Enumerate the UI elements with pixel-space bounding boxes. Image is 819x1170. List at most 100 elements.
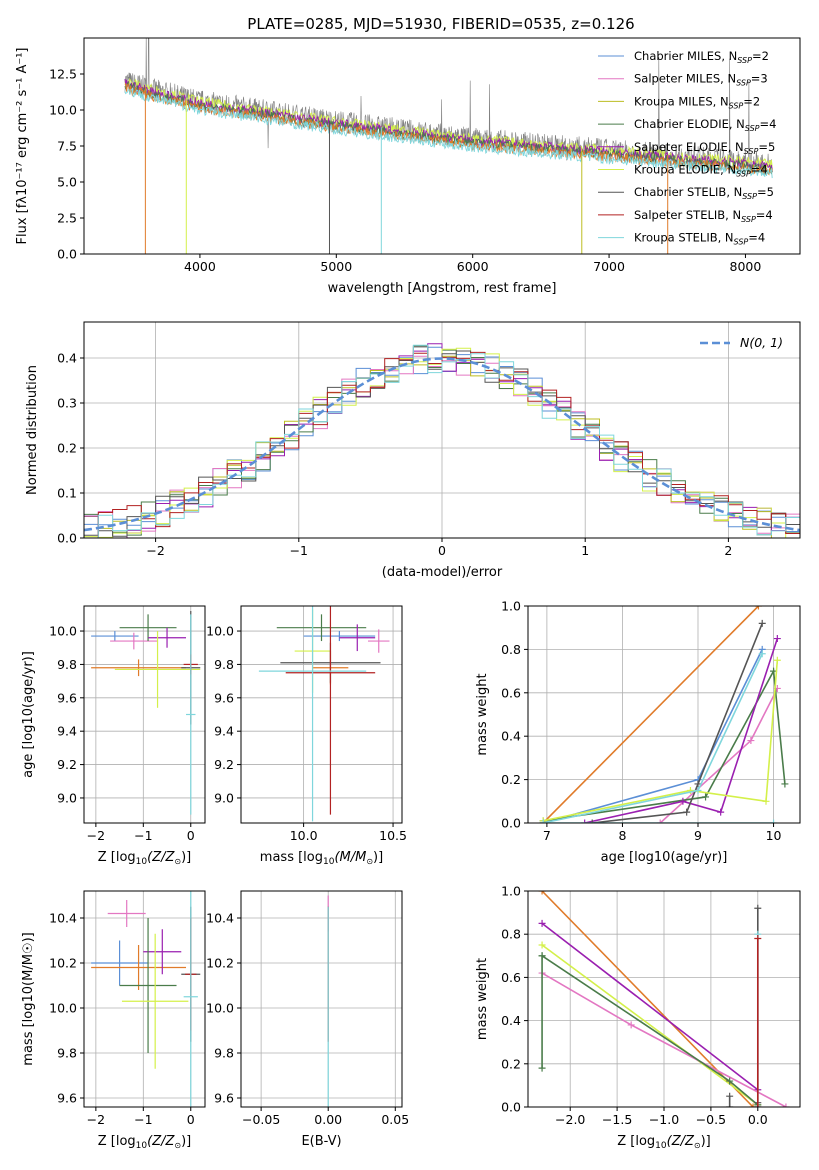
y-tick-label: 0.4 [57,351,77,366]
legend-label: Salpeter STELIB, NSSP=4 [634,208,773,224]
error-point [148,627,187,648]
y-tick-label: 0.2 [57,441,77,456]
histogram-legend: N(0, 1) [700,335,783,350]
plot-area [258,606,390,822]
y-tick-label: 0.6 [501,970,521,985]
series-marker [726,1092,734,1100]
error-point [143,929,182,975]
series-marker [538,919,546,927]
mass-vs-extinction-panel: −0.05 0.00 0.05 9.6 9.8 10.0 10.2 10.4 E(B-V) [206,890,409,1149]
plot-area [91,891,201,1107]
x-tick-label: 0 [438,543,446,558]
y-tick-label: 9.4 [214,724,234,739]
series-marker [754,904,762,912]
y-tick-label: 9.8 [214,657,234,672]
series-line [584,638,779,823]
y-tick-label: 9.0 [57,790,77,805]
x-tick-label: 4000 [184,259,216,274]
x-tick-label: 1 [581,543,589,558]
plot-area [538,891,790,1107]
error-point [91,631,139,642]
y-tick-label: 0.0 [57,531,77,546]
y-tick-label: 10.0 [206,1001,234,1016]
error-point [368,629,390,653]
y-tick-label: 9.6 [57,1091,77,1106]
axes-frame [527,605,801,824]
x-axis-label: age [log10(age/yr)] [601,850,728,865]
plot-area [91,611,201,815]
series-marker [749,1103,757,1107]
plot-area [124,38,773,254]
x-tick-label: 2 [724,543,732,558]
error-point [276,614,367,642]
y-axis-label: mass weight [475,673,490,755]
x-axis-label: mass [log10(M/M⊙)] [260,850,383,867]
legend-label: Salpeter MILES, NSSP=3 [634,72,768,88]
error-point [114,631,201,708]
series-marker [588,819,596,823]
axes-frame [83,890,206,1108]
x-tick-label: −2 [146,543,164,558]
y-axis-label: age [log10(age/yr)] [21,651,36,778]
series-marker [538,1064,546,1072]
legend-label: Chabrier MILES, NSSP=2 [634,49,769,65]
x-tick-label: 8 [618,828,626,843]
mass-weight-vs-age-panel: 7 8 9 10 0.0 0.2 0.4 0.6 0.8 1.0 age [log10(age/yr… [475,599,801,865]
y-tick-label: 10.0 [49,1001,77,1016]
x-tick-label: 7000 [593,259,625,274]
y-axis-label: mass weight [475,958,490,1040]
x-tick-label: −0.5 [696,1112,726,1127]
axes-frame [240,605,403,824]
x-tick-label: 9 [694,828,702,843]
x-tick-label: −0.05 [242,1112,280,1127]
axes-frame [83,605,206,824]
model-spectrum [124,81,773,175]
y-tick-label: 1.0 [501,599,521,614]
series-marker [726,1077,734,1085]
age-vs-mass-panel: 10.0 10.5 9.0 9.2 9.4 9.6 9.8 10.0 mass [log10(M… [206,605,407,867]
y-axis-label: Flux [fλ10⁻¹⁷ erg cm⁻² s⁻¹ A⁻¹] [15,48,30,245]
series-marker [627,1021,635,1029]
x-tick-label: −1 [134,828,152,843]
x-axis-label: Z [log10(Z/Z⊙)] [98,850,192,867]
y-tick-label: 0.1 [57,486,77,501]
y-axis-label: Normed distribution [25,365,40,495]
y-tick-label: 0.0 [57,247,77,262]
series-line [541,922,759,1091]
error-point [110,632,158,650]
y-tick-label: 9.2 [214,757,234,772]
x-axis-label: wavelength [Angstrom, rest frame] [328,281,557,296]
series-marker [754,1103,762,1107]
series-marker [702,793,710,801]
error-point [258,606,367,822]
x-axis-label: (data-model)/error [382,565,503,580]
series-marker [538,952,546,960]
y-tick-label: 10.2 [49,956,77,971]
x-tick-label: −2 [87,1112,105,1127]
x-tick-label: −1 [134,1112,152,1127]
y-tick-label: 1.0 [501,884,521,899]
plot-area [539,606,789,823]
series-marker [679,797,687,805]
series-marker [781,780,789,788]
y-tick-label: 10.0 [49,103,77,118]
series-line [542,660,779,822]
series-marker [656,819,664,823]
y-axis-label: mass [log10(M/M☉)] [21,932,36,1065]
series-marker [683,808,691,816]
age-vs-metallicity-panel: −2 −1 0 9.0 9.2 9.4 9.6 9.8 10.0 Z [log10(Z/Z⊙)] a… [21,605,206,867]
series-marker [758,619,766,627]
series-marker [754,935,762,943]
y-tick-label: 9.8 [57,657,77,672]
y-tick-label: 9.6 [57,690,77,705]
error-point [285,606,376,815]
x-tick-label: 5000 [320,259,352,274]
x-tick-label: 10.0 [290,828,318,843]
series-marker [581,819,589,823]
error-point [91,659,187,677]
series-marker [538,891,546,895]
x-tick-label: −1.0 [649,1112,679,1127]
y-tick-label: 0.4 [501,1013,521,1028]
x-tick-label: 10.5 [379,828,407,843]
x-tick-label: 10 [766,828,782,843]
